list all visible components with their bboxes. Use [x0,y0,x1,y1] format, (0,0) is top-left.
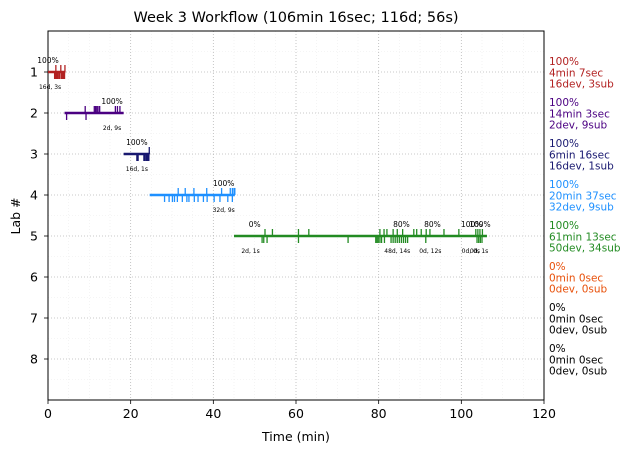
lab-3-summary-line: 16dev, 1sub [549,161,614,173]
x-tick-label: 120 [532,406,556,421]
lab-5-percent-label: 80% [424,220,441,229]
lab-5-count-label: 0d, 12s [419,248,441,255]
lab-5-count-label: 0d, 0s [462,248,480,255]
lab-3-count-label: 16d, 1s [126,166,148,173]
lab-7-summary-line: 0% [549,302,566,314]
lab-1-summary-line: 100% [549,56,579,68]
lab-2-summary-line: 14min 3sec [549,108,610,120]
x-axis-label: Time (min) [261,429,330,444]
lab-6-summary-line: 0dev, 0sub [549,284,608,296]
lab-5-percent-label: 100% [469,220,490,229]
plot-area: 0 20 40 60 80 100 120 1 2 3 4 5 6 7 8 100% 16d, 3s 100% 2d… [30,30,556,421]
lab-7-summary-line: 0min 0sec [549,313,603,325]
y-tick-label: 7 [30,311,38,326]
lab-8-summary-line: 0% [549,343,566,355]
lab-5-percent-label: 0% [249,220,261,229]
lab-1-summary-line: 4min 7sec [549,67,603,79]
lab-4-summary-line: 32dev, 9sub [549,202,614,214]
lab-6-summary-line: 0% [549,261,566,273]
y-tick-label: 3 [30,147,38,162]
lab-5-summary-line: 50dev, 34sub [549,243,621,255]
lab-4-summary-line: 20min 37sec [549,190,617,202]
y-axis-label: Lab # [8,197,23,234]
lab-1-percent-label: 100% [37,56,58,65]
y-tick-label: 5 [30,229,38,244]
lab-4-percent-label: 100% [213,179,234,188]
lab-2-summary-line: 100% [549,97,579,109]
plot-frame [47,30,545,401]
x-tick-label: 60 [288,406,304,421]
y-tick-label: 2 [30,106,38,121]
x-tick-label: 80 [371,406,387,421]
y-tick-label: 1 [30,65,38,80]
lab-2-count-label: 2d, 9s [103,125,121,132]
lab-4-count-label: 32d, 9s [213,207,235,214]
lab-2-summary-line: 2dev, 9sub [549,120,608,132]
x-tick-label: 20 [123,406,139,421]
chart-title: Week 3 Workflow (106min 16sec; 116d; 56s… [133,10,458,26]
lab-1-count-label: 16d, 3s [39,84,61,91]
lab-8-summary-line: 0dev, 0sub [549,366,608,378]
x-tick-label: 100 [449,406,473,421]
lab-5-count-label: 48d, 14s [384,248,410,255]
lab-6-summary-line: 0min 0sec [549,272,603,284]
lab-5-percent-label: 80% [393,220,410,229]
lab-5-percent-label: 100% [461,220,482,229]
lab-1-summary-line: 16dev, 3sub [549,79,614,91]
x-tick-label: 40 [205,406,221,421]
y-tick-label: 6 [30,270,38,285]
y-tick-label: 4 [30,188,38,203]
lab-5-count-label: 0d, 1s [470,248,488,255]
lab-4-summary-line: 100% [549,179,579,191]
lab-3-summary-line: 6min 16sec [549,149,610,161]
lab-8-summary-line: 0min 0sec [549,354,603,366]
y-tick-label: 8 [30,352,38,367]
lab-5-summary-line: 61min 13sec [549,231,617,243]
x-tick-label: 0 [44,406,52,421]
lab-5-summary-line: 100% [549,220,579,232]
lab-3-percent-label: 100% [126,138,147,147]
lab-7-summary-line: 0dev, 0sub [549,325,608,337]
lab-2-percent-label: 100% [101,97,122,106]
lab-5-count-label: 2d, 1s [241,248,259,255]
lab-3-summary-line: 100% [549,138,579,150]
